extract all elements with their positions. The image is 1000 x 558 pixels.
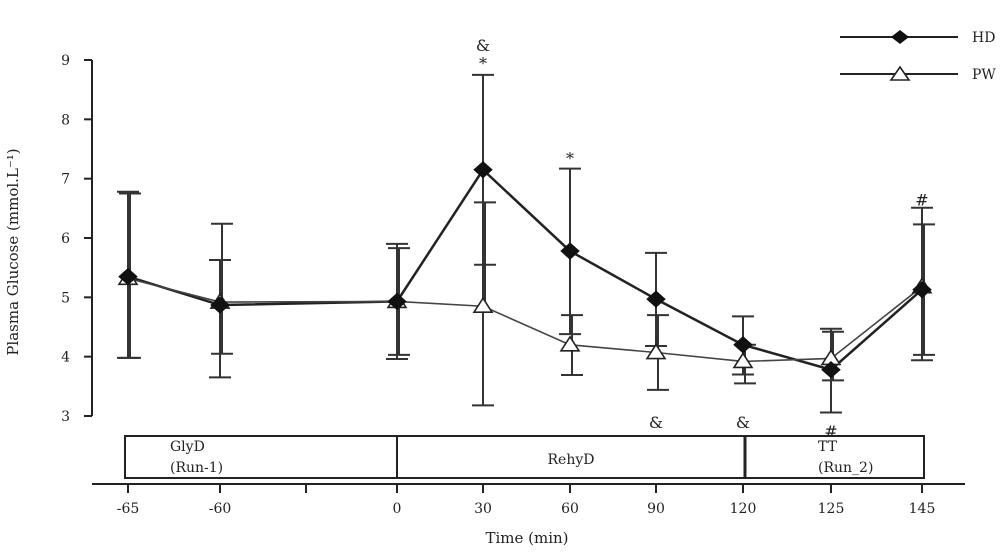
point-HD xyxy=(646,290,666,308)
x-tick-label: -65 xyxy=(117,501,140,517)
annotation-mark: # xyxy=(824,422,837,441)
legend: HD PW xyxy=(840,30,996,83)
x-tick-label: 60 xyxy=(561,501,579,517)
point-HD xyxy=(387,292,407,311)
point-HD xyxy=(210,296,230,314)
phase-label: (Run-1) xyxy=(170,460,223,476)
point-HD xyxy=(912,280,932,299)
y-tick-label: 4 xyxy=(61,350,70,366)
point-PW xyxy=(559,335,581,352)
series-lines xyxy=(127,167,923,372)
legend-triangle-icon xyxy=(889,65,911,81)
annotation-mark: * xyxy=(566,149,574,168)
significance-annotations: &**& & ## xyxy=(476,36,929,441)
point-PW xyxy=(645,343,667,360)
series-markers xyxy=(117,161,933,379)
x-tick-label: 125 xyxy=(818,501,845,517)
y-axis-title: Plasma Glucose (mmol.L⁻¹) xyxy=(4,148,22,355)
legend-label: PW xyxy=(972,67,996,83)
point-HD xyxy=(473,161,493,179)
x-tick-label: 0 xyxy=(393,501,402,517)
annotation-mark: & xyxy=(736,413,750,432)
y-tick-label: 6 xyxy=(61,231,70,247)
phase-label: GlyD xyxy=(170,439,205,455)
x-tick-label: 145 xyxy=(909,501,936,517)
annotation-mark: & xyxy=(649,413,663,432)
point-HD xyxy=(560,242,580,260)
point-PW xyxy=(732,351,754,369)
x-tick-label: 30 xyxy=(474,501,492,517)
x-axis-title: Time (min) xyxy=(485,529,568,547)
annotation-mark: # xyxy=(915,190,928,209)
y-tick-label: 5 xyxy=(61,290,70,306)
x-tick-label: 90 xyxy=(647,501,665,517)
phase-boxes: GlyD (Run-1) RehyD TT (Run_2) xyxy=(124,435,925,479)
annotation-mark: * xyxy=(479,54,487,73)
series-line-PW xyxy=(127,277,923,363)
x-tick-label: -60 xyxy=(209,501,232,517)
point-HD xyxy=(821,361,841,379)
error-bars xyxy=(117,73,935,414)
phase-label: TT xyxy=(818,439,838,455)
y-axis: 3 4 5 6 7 8 9 xyxy=(61,53,93,425)
annotation-mark: & xyxy=(476,36,490,55)
series-line-HD xyxy=(127,167,923,372)
point-PW xyxy=(472,296,494,314)
y-tick-label: 3 xyxy=(61,409,70,425)
x-tick-label: 120 xyxy=(730,501,757,517)
legend-diamond-icon xyxy=(891,30,909,44)
phase-label: RehyD xyxy=(548,452,595,468)
phase-frame xyxy=(124,435,925,479)
y-tick-label: 8 xyxy=(61,112,70,128)
legend-label: HD xyxy=(972,30,995,46)
y-tick-label: 9 xyxy=(61,53,70,69)
point-HD xyxy=(733,336,753,354)
point-HD xyxy=(118,267,138,286)
x-axis: -65 -60 0 30 60 90 120 125 145 xyxy=(92,483,965,517)
phase-label: (Run_2) xyxy=(818,460,873,476)
y-tick-label: 7 xyxy=(61,172,70,188)
